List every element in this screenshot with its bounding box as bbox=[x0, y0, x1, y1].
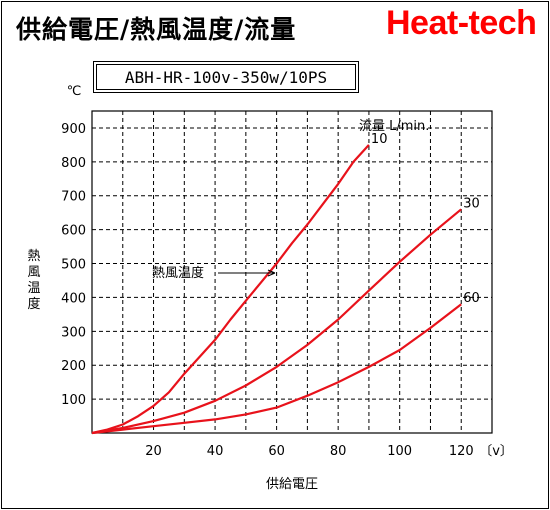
y-tick-label: 800 bbox=[61, 156, 86, 171]
legend-title: 流量 L/min. bbox=[359, 119, 429, 134]
x-tick-label: 120 bbox=[449, 444, 474, 459]
y-tick-label: 100 bbox=[61, 393, 86, 408]
y-tick-label: 600 bbox=[61, 224, 86, 239]
x-tick-label: 40 bbox=[207, 444, 224, 459]
y-tick-label: 500 bbox=[61, 258, 86, 273]
y-tick-label: 700 bbox=[61, 190, 86, 205]
brand-logo-text: Heat-tech bbox=[386, 4, 537, 42]
x-unit-label: 〔v〕 bbox=[479, 444, 513, 459]
x-tick-label: 80 bbox=[330, 444, 347, 459]
chart-labels: 〔v〕 ℃ 供給電圧 熱風温度 流量 L/min.10 30 60 熱風温度 bbox=[27, 84, 512, 492]
y-tick-label: 200 bbox=[61, 359, 86, 374]
series-line-10 bbox=[91, 144, 370, 435]
x-tick-label: 100 bbox=[387, 444, 412, 459]
series-label-30: 30 bbox=[463, 196, 480, 211]
gridlines bbox=[92, 111, 492, 433]
series-label-60: 60 bbox=[463, 291, 480, 306]
series-line-60 bbox=[91, 303, 462, 435]
y-tick-label: 900 bbox=[61, 122, 86, 137]
axis-ticks: 20 40 60 80 100 120 100 200 300 400 500 600 700 800 90… bbox=[61, 122, 473, 459]
page-title: 供給電圧/熱風温度/流量 bbox=[16, 15, 297, 44]
y-tick-label: 300 bbox=[61, 325, 86, 340]
y-tick-label: 400 bbox=[61, 291, 86, 306]
x-tick-label: 60 bbox=[268, 444, 285, 459]
plot-area bbox=[91, 110, 493, 434]
model-label: ABH-HR-100v-350w/10PS bbox=[96, 64, 356, 90]
model-box: ABH-HR-100v-350w/10PS bbox=[93, 61, 359, 93]
y-axis-title: 熱風温度 bbox=[27, 249, 40, 312]
annotation-arrowhead bbox=[267, 269, 276, 277]
y-unit-label: ℃ bbox=[67, 84, 82, 99]
annotation-label: 熱風温度 bbox=[152, 265, 204, 281]
x-tick-label: 20 bbox=[145, 444, 162, 459]
series-lines bbox=[91, 144, 462, 435]
series-label-10: 10 bbox=[371, 132, 388, 147]
x-axis-title: 供給電圧 bbox=[266, 477, 318, 492]
series-line-30 bbox=[91, 208, 462, 435]
